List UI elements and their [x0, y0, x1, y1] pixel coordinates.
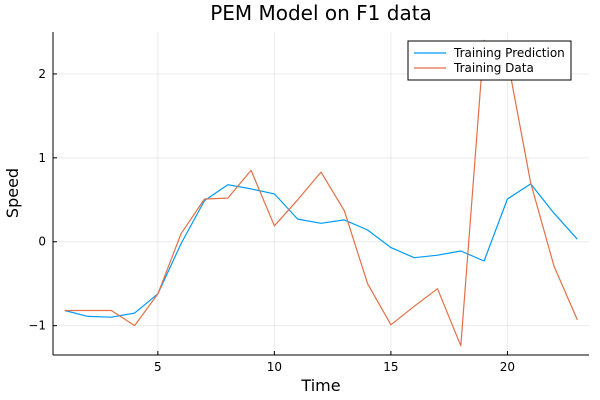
x-tick-label: 10 [267, 360, 282, 374]
y-axis-label: Speed [3, 168, 22, 218]
x-tick-label: 15 [383, 360, 398, 374]
legend-label: Training Data [453, 61, 534, 75]
chart-title: PEM Model on F1 data [210, 1, 432, 25]
series-line-training-data [64, 39, 578, 347]
x-tick-label: 5 [154, 360, 162, 374]
series-group [64, 39, 578, 347]
y-tick-label: 1 [38, 151, 46, 165]
y-tick-label: 2 [38, 67, 46, 81]
ticks: 5 10 15 20 −1 0 1 2 [28, 67, 515, 374]
series-line-training-prediction [64, 183, 578, 318]
y-tick-label: 0 [38, 235, 46, 249]
grid [53, 32, 589, 355]
legend-label: Training Prediction [453, 46, 565, 60]
x-tick-label: 20 [500, 360, 515, 374]
x-axis-label: Time [300, 376, 340, 395]
legend-box [407, 40, 572, 81]
y-tick-label: −1 [28, 319, 46, 333]
